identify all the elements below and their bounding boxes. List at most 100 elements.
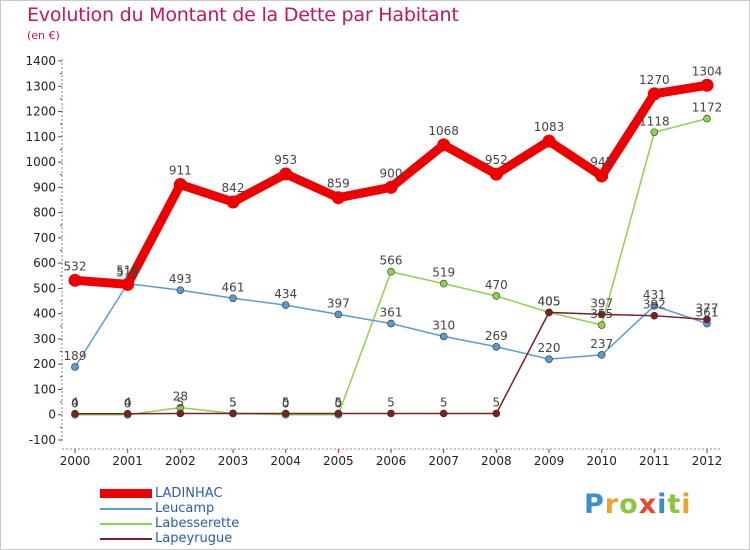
x-tick-label: 2003 xyxy=(218,454,249,468)
y-tick-label: 0 xyxy=(48,408,56,422)
x-tick-label: 2001 xyxy=(112,454,143,468)
legend-item-labesserette: Labesserette xyxy=(100,516,239,531)
data-point xyxy=(387,409,395,418)
data-label: 519 xyxy=(432,266,455,280)
legend-label-labesserette: Labesserette xyxy=(155,516,240,531)
x-tick-label: 2004 xyxy=(270,454,301,468)
y-tick-label: 800 xyxy=(33,206,56,220)
data-label: 361 xyxy=(696,306,719,320)
legend-label-lapeyrugue: Lapeyrugue xyxy=(155,531,233,546)
y-tick-label: 400 xyxy=(33,307,56,321)
data-point xyxy=(71,409,79,418)
data-point xyxy=(387,319,395,328)
data-label: 1083 xyxy=(534,120,565,134)
y-tick-label: 1200 xyxy=(25,105,56,119)
x-tick-label: 2007 xyxy=(428,454,459,468)
data-label: 397 xyxy=(327,296,350,310)
y-tick-label: 700 xyxy=(33,231,56,245)
data-label: 4 xyxy=(71,396,79,410)
data-point xyxy=(492,409,501,418)
data-label: 0 xyxy=(335,397,343,411)
data-point xyxy=(597,321,606,329)
data-label: 5 xyxy=(177,395,185,409)
logo-letter: P xyxy=(584,489,605,520)
data-point xyxy=(281,301,290,309)
data-point xyxy=(229,409,237,418)
y-tick-label: 1400 xyxy=(25,54,56,68)
data-label: 5 xyxy=(335,395,343,409)
data-label: 470 xyxy=(485,278,508,292)
y-tick-label: -100 xyxy=(29,433,56,447)
data-point xyxy=(176,286,185,294)
logo-letter: i xyxy=(681,489,692,520)
y-tick-label: 500 xyxy=(33,281,56,295)
logo-letter: t xyxy=(667,489,682,520)
y-tick-label: 1100 xyxy=(25,130,56,144)
data-label: 397 xyxy=(590,296,613,310)
legend-swatch-leucamp xyxy=(100,507,152,510)
data-point xyxy=(71,363,79,371)
data-point xyxy=(700,78,714,92)
chart-series xyxy=(68,78,714,419)
data-label: 5 xyxy=(282,395,290,409)
data-label: 900 xyxy=(380,166,403,180)
data-point xyxy=(229,294,237,303)
data-label: 1068 xyxy=(428,124,459,138)
data-label: 842 xyxy=(222,181,245,195)
x-tick-label: 2008 xyxy=(481,454,512,468)
data-point xyxy=(68,273,82,287)
data-point xyxy=(331,191,345,205)
data-point xyxy=(173,178,187,192)
data-label: 392 xyxy=(643,298,666,312)
chart-title: Evolution du Montant de la Dette par Hab… xyxy=(27,4,459,26)
x-tick-label: 2005 xyxy=(323,454,354,468)
data-point xyxy=(437,138,451,152)
y-tick-label: 900 xyxy=(33,180,56,194)
data-point xyxy=(334,409,343,418)
data-point xyxy=(123,409,132,418)
data-point xyxy=(439,279,448,288)
data-label: 434 xyxy=(274,287,297,301)
x-tick-label: 2011 xyxy=(639,454,670,468)
data-point xyxy=(492,342,501,351)
proxiti-logo: Proxiti xyxy=(584,489,692,520)
data-label: 493 xyxy=(169,272,192,286)
legend-label-ladinhac: LADINHAC xyxy=(155,486,223,501)
data-label: 5 xyxy=(387,395,395,409)
data-label: 361 xyxy=(380,306,403,320)
data-label: 5 xyxy=(229,395,237,409)
data-label: 566 xyxy=(380,254,403,268)
data-point xyxy=(489,167,503,181)
data-point xyxy=(542,134,556,148)
logo-letter: i xyxy=(657,489,668,520)
chart-legend: LADINHAC Leucamp Labesserette Lapeyrugue xyxy=(100,486,239,546)
data-label: 377 xyxy=(696,301,719,315)
data-point xyxy=(597,351,606,359)
data-label: 5 xyxy=(493,395,501,409)
data-label: 532 xyxy=(64,259,87,273)
data-label: 5 xyxy=(440,395,448,409)
x-tick-label: 2002 xyxy=(165,454,196,468)
data-point xyxy=(650,311,659,320)
data-label: 945 xyxy=(590,155,613,169)
logo-letter: x xyxy=(638,489,658,520)
y-tick-label: 300 xyxy=(33,332,56,346)
x-tick-label: 2009 xyxy=(534,454,565,468)
data-label: 0 xyxy=(282,397,290,411)
x-tick-label: 2010 xyxy=(586,454,617,468)
data-label: 516 xyxy=(116,263,139,277)
data-label: 519 xyxy=(116,266,139,280)
data-point xyxy=(650,302,659,310)
data-point xyxy=(545,308,553,317)
data-point xyxy=(492,292,501,300)
data-point xyxy=(387,267,395,276)
data-point xyxy=(595,169,609,183)
data-label: 5 xyxy=(229,395,237,409)
data-point xyxy=(279,167,293,181)
logo-letter: r xyxy=(604,489,620,520)
data-label: 911 xyxy=(169,164,192,178)
legend-swatch-lapeyrugue xyxy=(100,537,152,540)
data-label: 1172 xyxy=(692,101,723,115)
